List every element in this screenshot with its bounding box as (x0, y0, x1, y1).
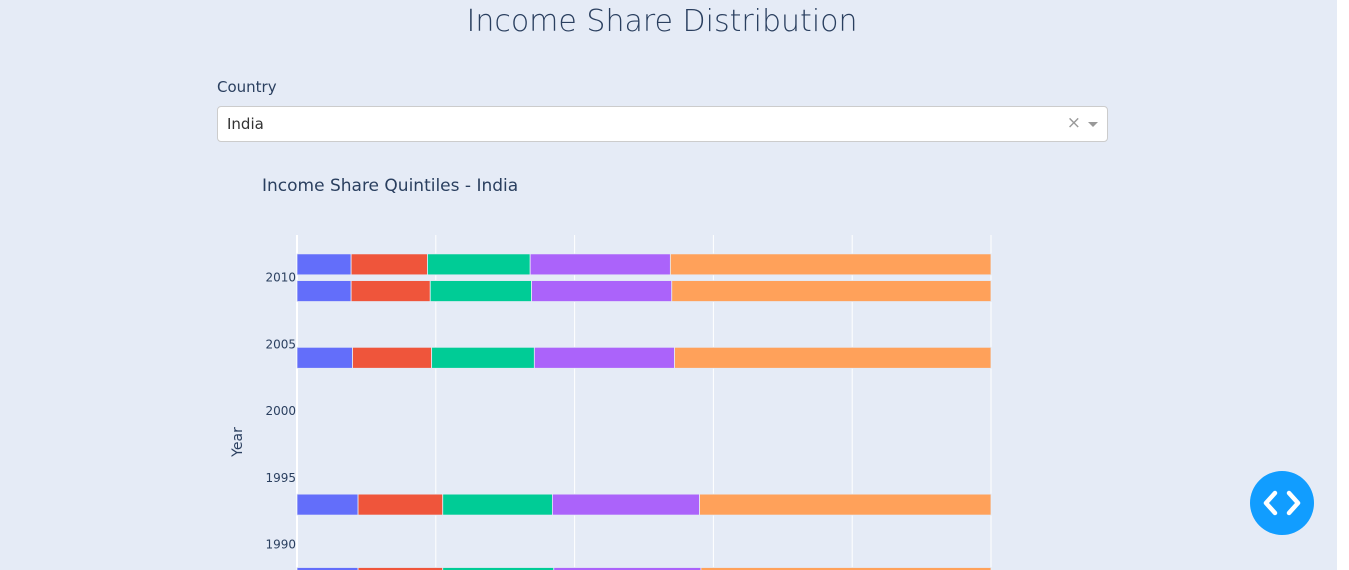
country-selected-value: India (227, 115, 264, 133)
scrollbar-gutter (1337, 0, 1349, 570)
bar-segment (551, 493, 700, 516)
bar-segment (671, 280, 992, 302)
income-share-chart: Income Share Quintiles - India Year 2010… (230, 176, 992, 570)
bar-segment (352, 346, 433, 369)
y-tick-label: 2005 (265, 337, 296, 351)
bar-segment (429, 280, 532, 302)
page-title: Income Share Distribution (466, 4, 858, 39)
bar-segment (442, 493, 553, 516)
country-label: Country (217, 78, 277, 96)
clear-icon[interactable]: × (1066, 113, 1081, 133)
bar-segment (350, 280, 431, 302)
bar-segment (296, 567, 359, 570)
code-brackets-icon (1263, 490, 1301, 516)
bar-segment (296, 253, 352, 276)
y-tick-label: 2000 (265, 404, 296, 418)
bar-segment (669, 253, 992, 276)
bar-segment (296, 493, 359, 516)
chevron-down-icon[interactable] (1088, 122, 1098, 127)
bar-segment (674, 346, 992, 369)
bar-segment (529, 253, 671, 276)
debug-menu-button[interactable] (1250, 471, 1314, 535)
y-tick-label: 2010 (265, 271, 296, 285)
bar-segment (442, 567, 555, 570)
bar-segment (296, 346, 353, 369)
bars (296, 253, 992, 570)
bar-segment (357, 567, 444, 570)
bar-segment (427, 253, 531, 276)
bar-segment (357, 493, 444, 516)
bar-segment (533, 346, 675, 369)
bar-segment (350, 253, 428, 276)
chart-title: Income Share Quintiles - India (262, 176, 518, 196)
y-ticks: 2010 2005 2000 1995 1990 (265, 271, 296, 552)
y-tick-label: 1995 (265, 471, 296, 485)
bar-segment (431, 346, 535, 369)
y-axis-label: Year (230, 427, 246, 458)
country-dropdown[interactable]: India × (217, 106, 1108, 142)
bar-segment (700, 567, 992, 570)
bar-segment (531, 280, 673, 302)
bar-segment (553, 567, 702, 570)
bar-segment (296, 280, 352, 302)
bar-segment (699, 493, 992, 516)
y-tick-label: 1990 (265, 538, 296, 552)
